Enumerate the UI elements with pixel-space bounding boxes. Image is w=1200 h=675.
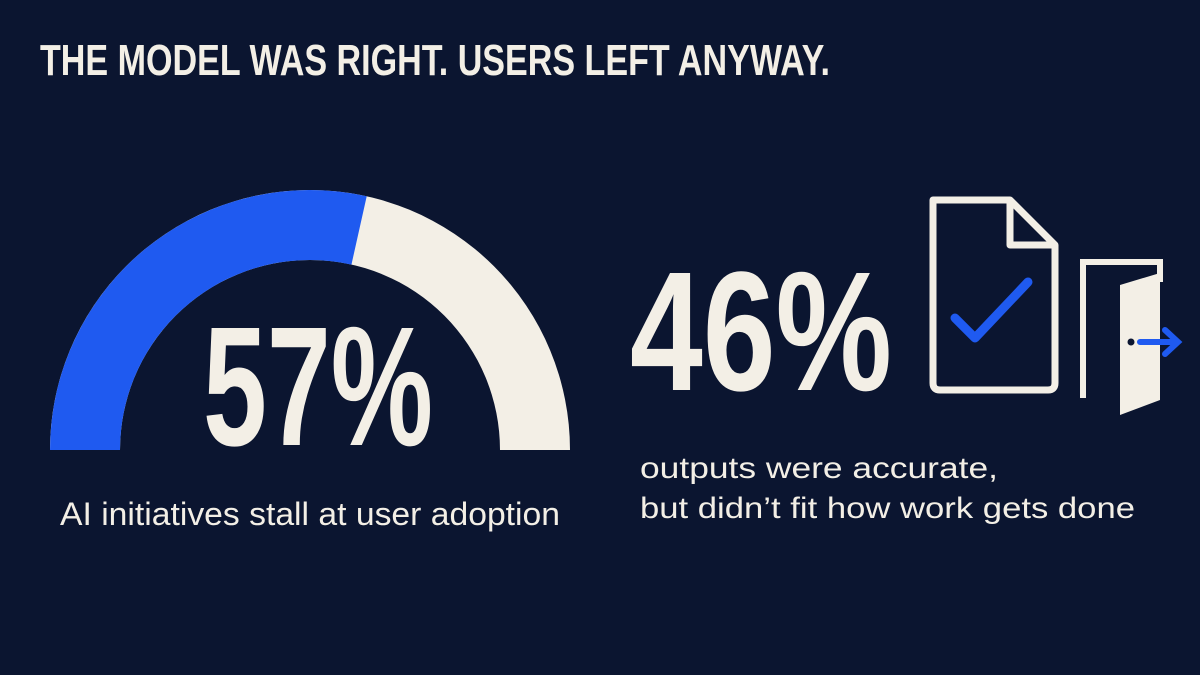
- gauge-bar: [50, 190, 367, 451]
- gauge-value-label: 57%: [203, 292, 433, 482]
- stat-value: 46%: [630, 237, 892, 427]
- gauge-caption: AI initiatives stall at user adoption: [60, 496, 560, 532]
- document-icon: [929, 196, 1059, 394]
- title: THE MODEL WAS RIGHT. USERS LEFT ANYWAY.: [40, 36, 830, 85]
- gauge: [50, 190, 570, 451]
- stat-caption: but didn’t fit how work gets done: [640, 492, 1135, 525]
- exit-door-icon: [1080, 259, 1183, 415]
- stat-caption: outputs were accurate,: [640, 452, 998, 485]
